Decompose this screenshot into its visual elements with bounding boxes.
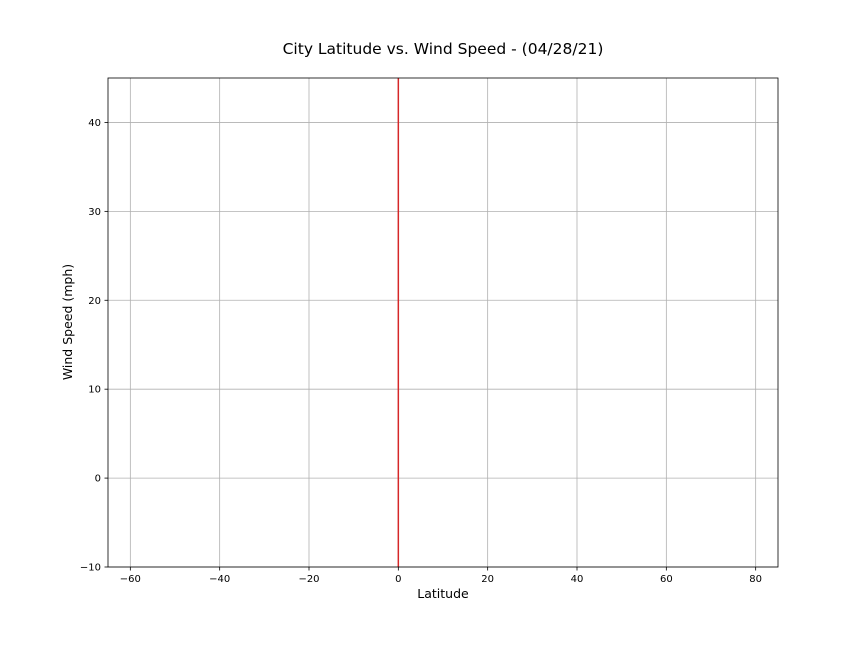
plot-frame: [107, 77, 779, 568]
y-tick-label: −10: [80, 563, 101, 574]
x-tick-label: 40: [571, 574, 584, 585]
x-tick-label: −40: [209, 574, 230, 585]
x-tick-label: 20: [481, 574, 494, 585]
y-tick-label: 10: [88, 385, 101, 396]
y-tick-label: 40: [88, 118, 101, 129]
x-tick-label: −20: [298, 574, 319, 585]
y-tick-label: 20: [88, 296, 101, 307]
y-tick-label: 30: [88, 207, 101, 218]
grid-layer: [108, 78, 778, 568]
chart-title: City Latitude vs. Wind Speed - (04/28/21…: [283, 40, 604, 58]
ticks-layer: −60 −40 −20 0 20 40 60 80 −10 0 10 20 30 40: [80, 118, 762, 585]
x-tick-label: 60: [660, 574, 673, 585]
x-axis-label: Latitude: [417, 586, 469, 601]
y-tick-label: 0: [95, 474, 101, 485]
x-tick-label: 0: [395, 574, 401, 585]
x-tick-label: 80: [749, 574, 762, 585]
y-axis-label: Wind Speed (mph): [60, 264, 75, 380]
x-tick-label: −60: [120, 574, 141, 585]
